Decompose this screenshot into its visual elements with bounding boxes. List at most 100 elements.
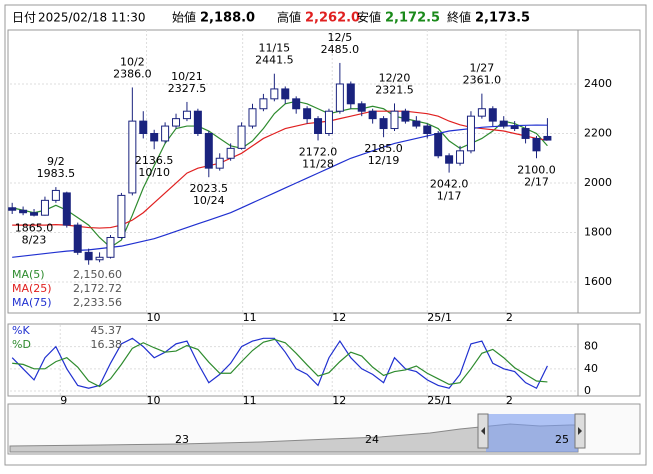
navigator-label: 23 <box>175 433 189 446</box>
legend-value: 2,150.60 <box>73 268 122 281</box>
annotation-value: 2100.0 <box>517 163 556 176</box>
candle-body <box>40 199 49 216</box>
candle-body <box>543 135 552 141</box>
ma-line <box>12 124 548 258</box>
candle-body <box>292 98 301 110</box>
annotation-value: 2441.5 <box>255 54 294 67</box>
x-tick-label: 11 <box>243 311 257 324</box>
annotation-value: 2327.5 <box>168 82 207 95</box>
low-value: 2,172.5 <box>385 11 440 26</box>
y-tick-label: 1600 <box>584 275 612 288</box>
x-tick-label: 25/1 <box>427 311 452 324</box>
ma-line <box>12 100 548 249</box>
candle-body <box>106 236 115 258</box>
x-tick-label: 12 <box>332 394 346 407</box>
open-value: 2,188.0 <box>200 11 255 26</box>
navigator-window[interactable] <box>486 414 578 452</box>
candle-body <box>150 132 159 142</box>
ma-line <box>12 110 548 229</box>
y-tick-label: 0 <box>584 384 591 397</box>
x-tick-label: 10 <box>147 394 161 407</box>
legend-value: 2,233.56 <box>73 296 122 309</box>
legend-name: %D <box>12 338 31 351</box>
stoch-line <box>11 337 548 390</box>
candle-body <box>19 209 28 214</box>
candle-body <box>466 115 475 152</box>
y-tick-label: 2200 <box>584 126 612 139</box>
candle-body <box>182 110 191 120</box>
annotation-date: 12/19 <box>368 154 400 167</box>
legend-name: MA(5) <box>12 268 45 281</box>
y-tick-label: 1800 <box>584 226 612 239</box>
candle-body <box>477 108 486 117</box>
annotation-value: 2185.0 <box>364 142 403 155</box>
frame <box>4 4 647 466</box>
annotation-value: 2172.0 <box>299 145 338 158</box>
annotation-value: 2042.0 <box>430 178 469 191</box>
candle-body <box>521 128 530 139</box>
candle-body <box>161 125 170 142</box>
close-label: 終値 <box>447 10 471 25</box>
annotation-date: 12/5 <box>328 31 353 44</box>
candle-body <box>193 110 202 134</box>
candle-body <box>346 83 355 105</box>
annotation-value: 1865.0 <box>15 221 54 234</box>
annotation-value: 2321.5 <box>375 83 414 96</box>
candle-body <box>95 256 104 261</box>
candle-body <box>335 83 344 112</box>
y-tick-label: 2000 <box>584 176 612 189</box>
candle-body <box>215 157 224 169</box>
annotation-date: 10/24 <box>193 194 225 207</box>
stoch-line <box>12 338 548 388</box>
candle-body <box>445 155 454 164</box>
legend-name: MA(25) <box>12 282 52 295</box>
annotation-date: 11/28 <box>302 157 334 170</box>
open-label: 始値 <box>172 10 196 25</box>
annotation-date: 12/20 <box>379 71 411 84</box>
candle-body <box>314 118 323 134</box>
annotation-value: 2023.5 <box>190 182 229 195</box>
candle-body <box>172 118 181 127</box>
candle-body <box>303 108 312 120</box>
candle-body <box>259 98 268 110</box>
x-tick-label: 10 <box>147 311 161 324</box>
navigator-label: 24 <box>365 433 379 446</box>
navigator-label: 25 <box>555 433 569 446</box>
candle-body <box>324 110 333 134</box>
candle-body <box>488 108 497 122</box>
candle-body <box>62 192 71 226</box>
x-tick-label: 25/1 <box>427 394 452 407</box>
candle-body <box>281 88 290 100</box>
annotation-date: 1/17 <box>437 190 462 203</box>
candle-body <box>204 132 213 169</box>
candle-body <box>390 110 399 130</box>
candle-body <box>270 88 279 100</box>
candle-body <box>8 207 17 211</box>
x-tick-label: 2 <box>506 394 513 407</box>
candle-body <box>401 110 410 122</box>
candle-body <box>456 150 465 164</box>
annotation-date: 8/23 <box>22 233 47 246</box>
legend-value: 16.38 <box>91 338 123 351</box>
annotation-date: 10/21 <box>171 70 203 83</box>
annotation-value: 2361.0 <box>463 74 502 87</box>
annotation-value: 2386.0 <box>113 67 152 80</box>
date-label: 日付 <box>12 11 36 25</box>
annotation-value: 2136.5 <box>135 154 174 167</box>
legend-name: MA(75) <box>12 296 52 309</box>
candle-body <box>368 110 377 120</box>
legend-value: 45.37 <box>91 324 123 337</box>
high-label: 高値 <box>277 10 301 25</box>
candle-body <box>499 120 508 127</box>
datetime: 2025/02/18 11:30 <box>38 11 146 25</box>
candle-body <box>412 120 421 127</box>
high-value: 2,262.0 <box>305 11 360 26</box>
x-tick-label: 11 <box>243 394 257 407</box>
main-panel <box>7 29 641 314</box>
annotation-date: 10/2 <box>120 55 145 68</box>
close-value: 2,173.5 <box>475 11 530 26</box>
candle-body <box>510 125 519 130</box>
candle-body <box>434 132 443 157</box>
annotation-date: 11/15 <box>258 42 290 55</box>
